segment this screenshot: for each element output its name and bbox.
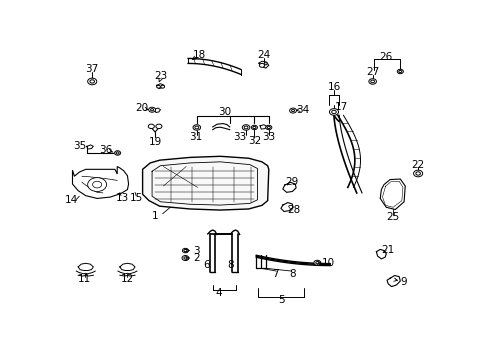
Circle shape bbox=[315, 262, 318, 264]
Text: 19: 19 bbox=[148, 136, 162, 147]
Circle shape bbox=[413, 170, 422, 177]
Text: 29: 29 bbox=[285, 177, 298, 187]
Text: 26: 26 bbox=[379, 51, 392, 62]
Circle shape bbox=[161, 85, 164, 88]
Text: 20: 20 bbox=[135, 103, 148, 113]
Circle shape bbox=[114, 151, 121, 155]
Circle shape bbox=[116, 152, 119, 154]
Text: 27: 27 bbox=[366, 67, 379, 77]
Text: 13: 13 bbox=[116, 193, 129, 203]
Circle shape bbox=[244, 126, 247, 129]
Circle shape bbox=[150, 109, 153, 111]
Circle shape bbox=[415, 172, 420, 175]
Circle shape bbox=[267, 126, 270, 129]
Circle shape bbox=[193, 125, 200, 130]
Text: 16: 16 bbox=[326, 82, 340, 92]
Circle shape bbox=[259, 63, 264, 67]
Text: 33: 33 bbox=[233, 132, 246, 143]
Polygon shape bbox=[380, 179, 405, 210]
Text: 2: 2 bbox=[193, 253, 200, 263]
Text: 8: 8 bbox=[227, 260, 234, 270]
Circle shape bbox=[264, 63, 267, 65]
Circle shape bbox=[313, 260, 320, 265]
Circle shape bbox=[182, 256, 188, 261]
Text: 32: 32 bbox=[247, 136, 261, 146]
Text: 10: 10 bbox=[321, 258, 334, 268]
Circle shape bbox=[90, 80, 94, 83]
Circle shape bbox=[156, 124, 162, 129]
Text: 15: 15 bbox=[129, 193, 142, 203]
Circle shape bbox=[329, 109, 338, 115]
Circle shape bbox=[289, 108, 296, 113]
Text: 36: 36 bbox=[99, 145, 112, 155]
Text: 31: 31 bbox=[189, 132, 202, 143]
Text: 11: 11 bbox=[78, 274, 91, 284]
Text: 4: 4 bbox=[215, 288, 221, 298]
Text: 22: 22 bbox=[411, 159, 424, 170]
Text: 9: 9 bbox=[400, 277, 407, 287]
Text: 33: 33 bbox=[262, 132, 275, 143]
Circle shape bbox=[370, 80, 374, 83]
Circle shape bbox=[87, 177, 106, 192]
Text: 3: 3 bbox=[193, 246, 200, 256]
Text: 8: 8 bbox=[289, 269, 296, 279]
Circle shape bbox=[156, 85, 160, 88]
Text: 1: 1 bbox=[151, 211, 158, 221]
Circle shape bbox=[182, 248, 188, 253]
Text: 37: 37 bbox=[85, 64, 99, 74]
Circle shape bbox=[251, 125, 257, 130]
Circle shape bbox=[265, 125, 271, 130]
Circle shape bbox=[291, 109, 294, 112]
Text: 30: 30 bbox=[218, 107, 231, 117]
Circle shape bbox=[331, 110, 336, 114]
Circle shape bbox=[148, 124, 154, 129]
Text: 14: 14 bbox=[65, 194, 78, 204]
Circle shape bbox=[368, 79, 376, 84]
Text: 21: 21 bbox=[381, 245, 394, 255]
Polygon shape bbox=[72, 167, 128, 198]
Circle shape bbox=[195, 126, 198, 129]
Text: 35: 35 bbox=[73, 141, 86, 151]
Circle shape bbox=[252, 126, 255, 129]
Text: 24: 24 bbox=[257, 50, 270, 60]
Text: 28: 28 bbox=[286, 205, 300, 215]
Circle shape bbox=[87, 78, 97, 85]
Text: 23: 23 bbox=[154, 71, 167, 81]
Circle shape bbox=[183, 249, 186, 252]
Circle shape bbox=[396, 69, 403, 74]
Polygon shape bbox=[142, 156, 268, 210]
Text: 6: 6 bbox=[203, 260, 209, 270]
Text: 12: 12 bbox=[121, 274, 134, 284]
Circle shape bbox=[92, 181, 102, 188]
Circle shape bbox=[398, 70, 401, 73]
Text: 18: 18 bbox=[192, 50, 205, 60]
Text: 17: 17 bbox=[334, 102, 347, 112]
Circle shape bbox=[242, 125, 249, 130]
Circle shape bbox=[183, 257, 186, 259]
Text: 5: 5 bbox=[278, 296, 285, 305]
Text: 34: 34 bbox=[296, 105, 309, 115]
Text: 7: 7 bbox=[271, 269, 278, 279]
Text: 25: 25 bbox=[386, 212, 399, 222]
Circle shape bbox=[148, 107, 155, 112]
